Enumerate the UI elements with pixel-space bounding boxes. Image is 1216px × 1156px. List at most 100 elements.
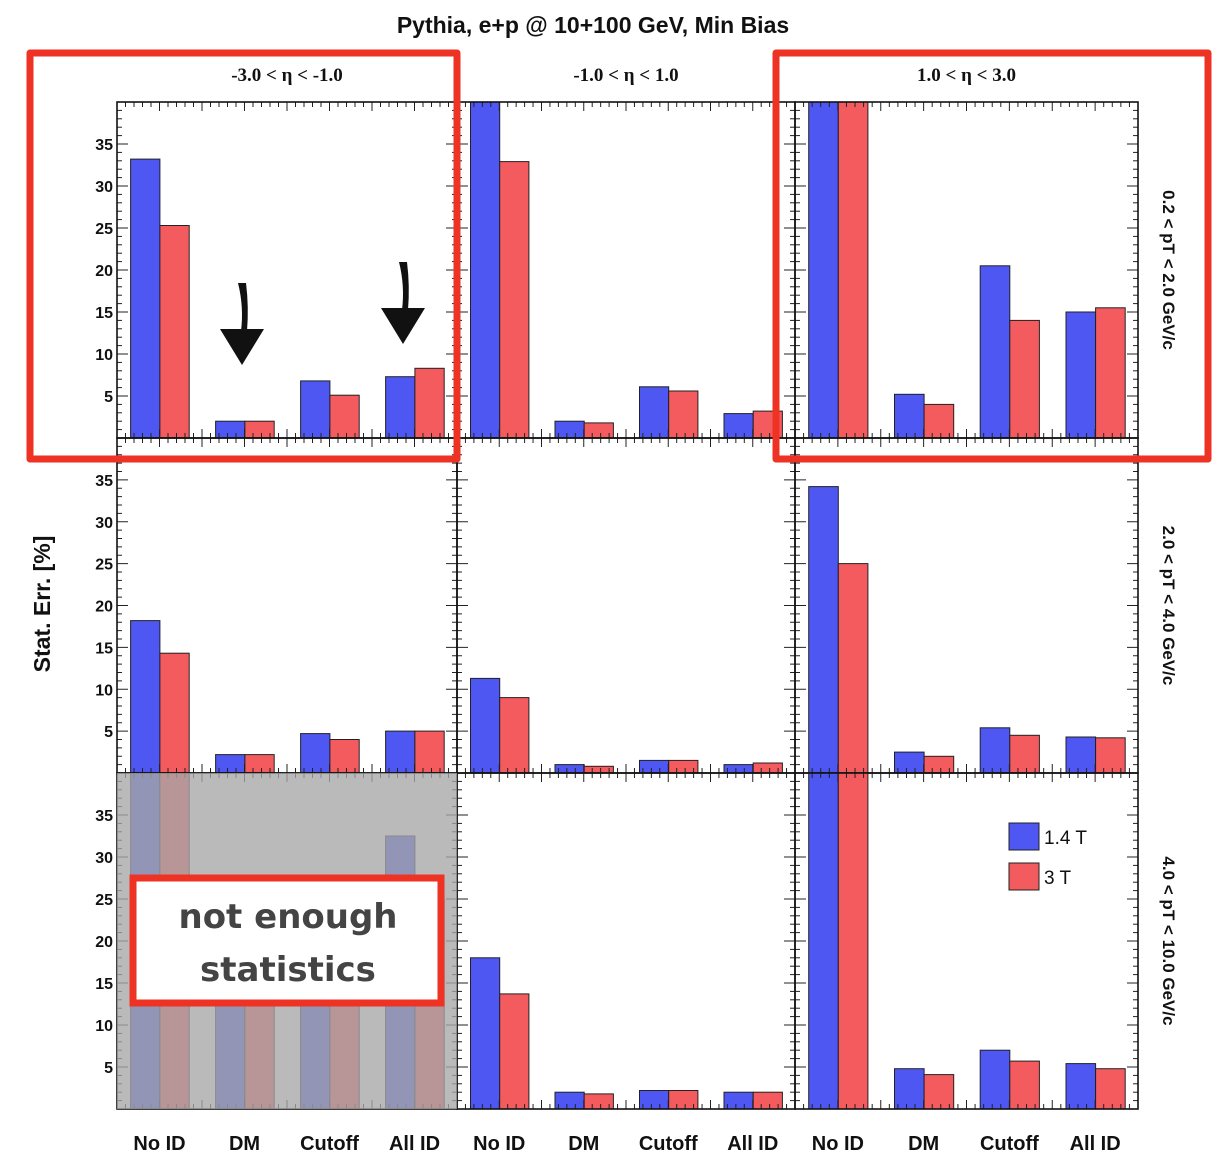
bar-1-4-t-no-id bbox=[470, 101, 501, 439]
bar-1-4-t-all-id bbox=[1065, 1063, 1097, 1110]
note-line-0: not enough bbox=[178, 897, 397, 937]
x-tick-label-all-id: All ID bbox=[1070, 1133, 1121, 1155]
x-tick-label-dm: DM bbox=[908, 1133, 939, 1155]
bar-1-4-t-all-id bbox=[385, 730, 416, 774]
y-tick-label: 30 bbox=[95, 179, 113, 196]
y-tick-label: 25 bbox=[95, 557, 113, 574]
bar-3-t-no-id bbox=[499, 697, 530, 774]
bar-1-4-t-no-id bbox=[130, 620, 161, 774]
x-tick-label-cutoff: Cutoff bbox=[639, 1133, 698, 1155]
arrow-shaft bbox=[399, 262, 409, 310]
y-tick-label: 20 bbox=[95, 599, 113, 616]
y-tick-label: 10 bbox=[95, 682, 113, 699]
bar-1-4-t-no-id bbox=[470, 677, 501, 774]
row-header-1: 2.0 < pT < 4.0 GeV/c bbox=[1159, 526, 1178, 686]
not-enough-statistics-box bbox=[129, 874, 445, 1007]
bar-1-4-t-cutoff bbox=[979, 1049, 1011, 1110]
bar-3-t-dm bbox=[923, 1074, 955, 1110]
x-tick-label-all-id: All ID bbox=[389, 1133, 440, 1155]
x-tick-label-no-id: No ID bbox=[812, 1133, 864, 1155]
x-tick-label-no-id: No ID bbox=[473, 1133, 525, 1155]
y-tick-label: 35 bbox=[95, 473, 113, 490]
bar-1-4-t-no-id bbox=[130, 158, 161, 439]
bar-1-4-t-cutoff bbox=[979, 265, 1011, 439]
bar-3-t-cutoff bbox=[1009, 734, 1040, 774]
column-header-2: 1.0 < η < 3.0 bbox=[917, 65, 1016, 86]
panel-r1-c0: 5 10 15 20 25 30 35 bbox=[95, 437, 458, 774]
arrow-head bbox=[220, 329, 264, 365]
panel-frame bbox=[794, 772, 1139, 1110]
x-tick-label-cutoff: Cutoff bbox=[300, 1133, 359, 1155]
bar-1-4-t-no-id bbox=[808, 772, 839, 1110]
y-tick-label: 35 bbox=[95, 137, 113, 154]
y-tick-label: 5 bbox=[104, 724, 113, 741]
panel-r1-c2 bbox=[794, 437, 1139, 774]
x-tick-label-dm: DM bbox=[229, 1133, 260, 1155]
y-tick-label: 15 bbox=[95, 305, 113, 322]
y-tick-label: 30 bbox=[95, 515, 113, 532]
panel-r0-c2 bbox=[794, 101, 1139, 439]
y-tick-label: 10 bbox=[95, 347, 113, 364]
bar-3-t-cutoff bbox=[1009, 319, 1040, 439]
bar-1-4-t-cutoff bbox=[639, 1090, 670, 1110]
note-line-1: statistics bbox=[200, 950, 376, 990]
arrow-head bbox=[381, 308, 425, 344]
bar-3-t-all-id bbox=[414, 367, 445, 439]
panel-r0-c1 bbox=[456, 101, 796, 439]
legend-swatch-3-t bbox=[1008, 862, 1040, 891]
bar-1-4-t-dm bbox=[554, 764, 585, 774]
bar-1-4-t-all-id bbox=[723, 1091, 754, 1110]
y-tick-label: 10 bbox=[95, 1018, 113, 1035]
annotation-layer: -3.0 < η < -1.0 -1.0 < η < 1.0 1.0 < η < 3… bbox=[26, 49, 1212, 1109]
column-header-0: -3.0 < η < -1.0 bbox=[231, 65, 343, 86]
arrow-shaft bbox=[238, 283, 248, 331]
bar-1-4-t-cutoff bbox=[300, 380, 331, 439]
panel-r1-c1 bbox=[456, 437, 796, 774]
bar-1-4-t-dm bbox=[215, 420, 246, 439]
bar-3-t-cutoff bbox=[329, 394, 360, 439]
bar-1-4-t-all-id bbox=[1065, 736, 1097, 774]
y-tick-label: 25 bbox=[95, 221, 113, 238]
highlight-frame-right bbox=[772, 49, 1212, 463]
bar-1-4-t-no-id bbox=[808, 486, 839, 774]
bar-1-4-t-cutoff bbox=[979, 727, 1011, 774]
bar-3-t-cutoff bbox=[1009, 1060, 1040, 1110]
bar-3-t-cutoff bbox=[668, 390, 699, 439]
y-tick-label: 5 bbox=[104, 1060, 113, 1077]
x-tick-label-dm: DM bbox=[568, 1133, 599, 1155]
bar-3-t-all-id bbox=[1095, 1068, 1126, 1110]
x-tick-label-all-id: All ID bbox=[727, 1133, 778, 1155]
y-tick-label: 15 bbox=[95, 976, 113, 993]
bar-3-t-cutoff bbox=[329, 739, 360, 774]
down-arrow-all-id bbox=[381, 262, 425, 344]
bar-1-4-t-all-id bbox=[723, 413, 754, 439]
highlight-frame-left bbox=[26, 49, 461, 463]
bar-1-4-t-dm bbox=[894, 751, 925, 774]
bar-3-t-no-id bbox=[159, 652, 190, 774]
bar-1-4-t-no-id bbox=[470, 957, 501, 1110]
row-header-0: 0.2 < pT < 2.0 GeV/c bbox=[1159, 190, 1178, 350]
bar-1-4-t-all-id bbox=[723, 764, 754, 774]
panel-r2-c1: No ID DM Cutoff All ID bbox=[456, 772, 796, 1155]
row-header-2: 4.0 < pT < 10.0 GeV/c bbox=[1159, 856, 1178, 1025]
y-tick-label: 25 bbox=[95, 892, 113, 909]
legend-label-1-4-t: 1.4 T bbox=[1044, 828, 1087, 849]
bar-3-t-no-id bbox=[499, 993, 530, 1110]
bar-3-t-all-id bbox=[1095, 737, 1126, 774]
y-tick-label: 30 bbox=[95, 850, 113, 867]
bar-1-4-t-dm bbox=[554, 420, 585, 439]
bar-3-t-all-id bbox=[414, 730, 445, 774]
down-arrow-dm bbox=[220, 283, 264, 365]
legend-swatch-1-4-t bbox=[1008, 822, 1040, 851]
bar-3-t-no-id bbox=[837, 772, 869, 1110]
x-tick-label-no-id: No ID bbox=[133, 1133, 185, 1155]
bar-3-t-all-id bbox=[1095, 307, 1126, 439]
bar-3-t-no-id bbox=[159, 225, 190, 439]
y-tick-label: 15 bbox=[95, 640, 113, 657]
x-tick-label-cutoff: Cutoff bbox=[980, 1133, 1039, 1155]
y-tick-label: 20 bbox=[95, 263, 113, 280]
bar-1-4-t-dm bbox=[894, 393, 925, 439]
y-tick-label: 35 bbox=[95, 808, 113, 825]
panel-r2-c2: No ID DM Cutoff All ID bbox=[794, 772, 1139, 1155]
